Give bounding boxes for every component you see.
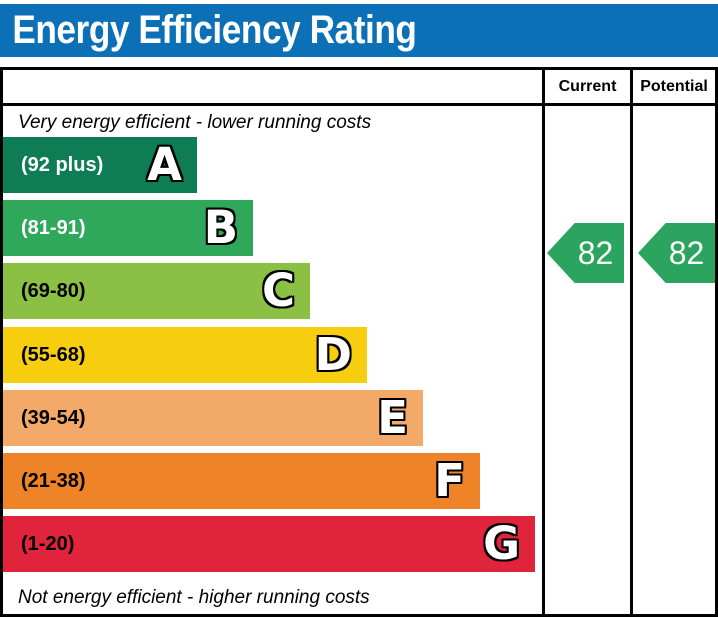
band-letter: E xyxy=(377,391,408,444)
current-rating-value: 82 xyxy=(577,235,614,271)
band-letter: C xyxy=(261,264,295,317)
band-range-label: (81-91) xyxy=(21,216,86,239)
band-letter: A xyxy=(147,138,182,191)
potential-rating-arrow: 82 xyxy=(638,223,715,283)
band-range-label: (92 plus) xyxy=(21,153,104,176)
band-letter: D xyxy=(314,328,352,381)
band-row-b: (81-91) B xyxy=(3,200,253,256)
band-row-a: (92 plus) A xyxy=(3,137,197,193)
header-bar: Energy Efficiency Rating xyxy=(0,4,718,57)
header-row-divider xyxy=(3,103,715,106)
band-letter: G xyxy=(483,517,520,570)
current-rating-arrow: 82 xyxy=(547,223,624,283)
band-letter: F xyxy=(434,454,465,507)
caption-very-efficient: Very energy efficient - lower running co… xyxy=(18,112,372,133)
column-header-potential: Potential xyxy=(640,77,708,95)
band-letter: B xyxy=(203,201,238,254)
band-range-label: (55-68) xyxy=(21,343,86,366)
potential-rating-value: 82 xyxy=(668,235,705,271)
column-divider xyxy=(630,70,633,614)
band-row-e: (39-54) E xyxy=(3,390,423,446)
band-row-f: (21-38) F xyxy=(3,453,480,509)
column-divider xyxy=(542,70,545,614)
page-title: Energy Efficiency Rating xyxy=(12,8,417,52)
band-row-d: (55-68) D xyxy=(3,327,367,383)
band-range-label: (69-80) xyxy=(21,279,86,302)
band-range-label: (1-20) xyxy=(21,532,75,555)
band-range-label: (39-54) xyxy=(21,406,86,429)
rating-table: Current Potential Very energy efficient … xyxy=(0,67,718,617)
caption-not-efficient: Not energy efficient - higher running co… xyxy=(18,587,370,608)
column-header-current: Current xyxy=(558,77,617,95)
band-range-label: (21-38) xyxy=(21,469,86,492)
band-row-g: (1-20) G xyxy=(3,516,535,572)
band-row-c: (69-80) C xyxy=(3,263,310,319)
